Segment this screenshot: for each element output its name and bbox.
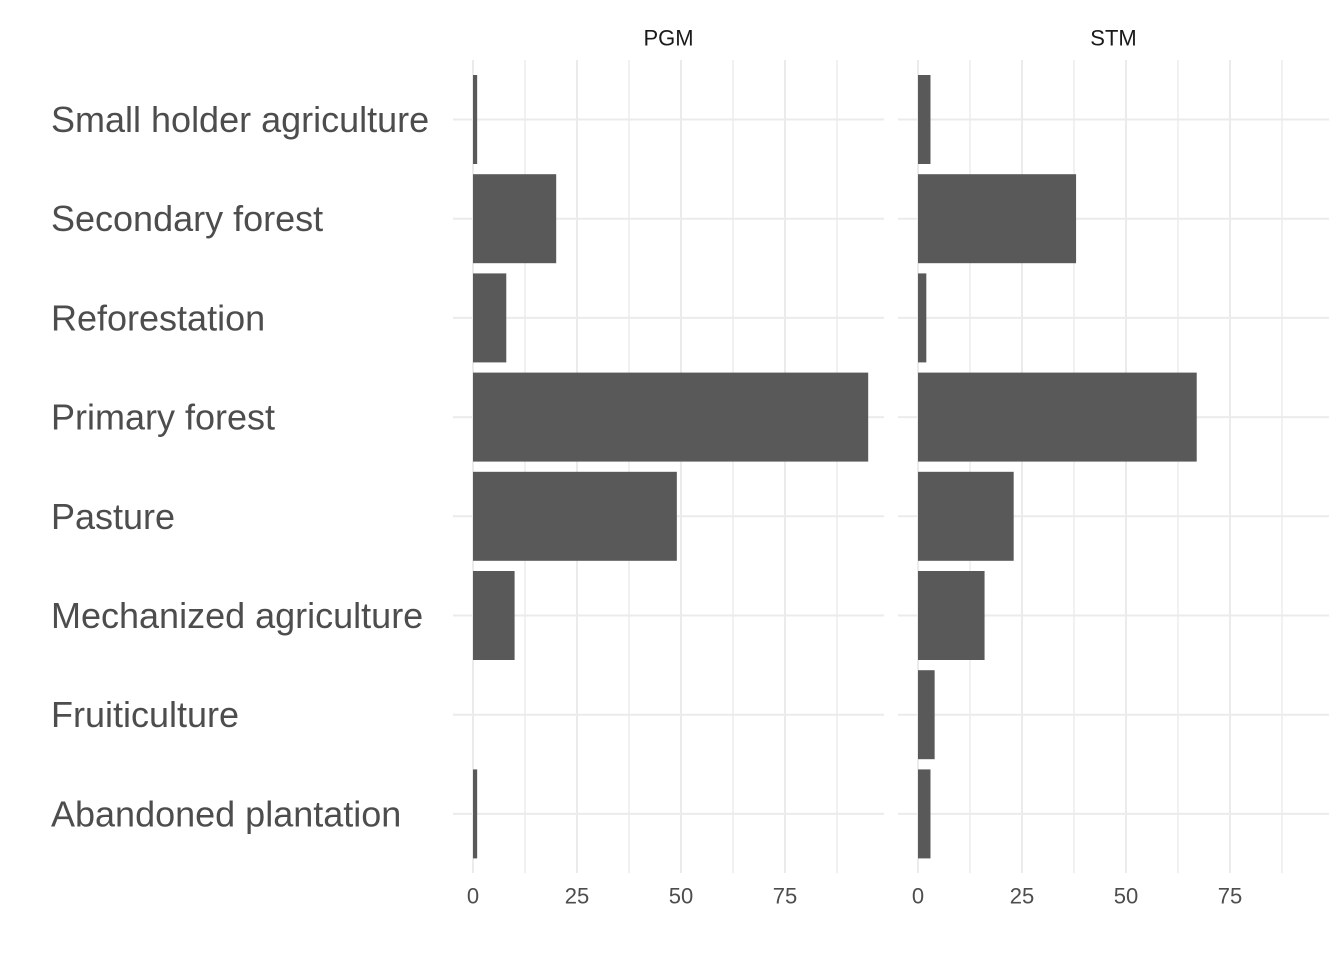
category-label-mechanized-agriculture: Mechanized agriculture [51,595,423,636]
bar-pgm-primary-forest [473,372,869,462]
x-tick-label-pgm-25: 25 [565,884,589,909]
category-label-fruiticulture: Fruiticulture [51,694,239,735]
x-tick-label-stm-75: 75 [1218,884,1242,909]
x-tick-label-stm-0: 0 [912,884,924,909]
x-tick-label-stm-50: 50 [1114,884,1138,909]
bar-stm-abandoned-plantation [918,769,931,859]
category-label-small-holder-agriculture: Small holder agriculture [51,99,429,140]
x-tick-label-stm-25: 25 [1010,884,1034,909]
bar-stm-secondary-forest [918,174,1077,264]
bar-stm-mechanized-agriculture [918,571,985,660]
bar-pgm-abandoned-plantation [473,769,478,859]
category-label-primary-forest: Primary forest [51,397,275,438]
bar-stm-small-holder-agriculture [918,75,931,164]
bar-stm-fruiticulture [918,670,935,760]
bar-pgm-mechanized-agriculture [473,571,515,660]
bar-layer [473,75,1197,859]
grid-layer [453,60,1329,873]
bar-stm-pasture [918,471,1014,561]
facet-title-stm: STM [1090,26,1136,51]
bar-pgm-secondary-forest [473,174,557,264]
x-tick-label-pgm-75: 75 [773,884,797,909]
category-label-secondary-forest: Secondary forest [51,198,323,239]
bar-pgm-reforestation [473,273,507,363]
x-tick-label-pgm-50: 50 [669,884,693,909]
category-label-pasture: Pasture [51,496,175,537]
x-tick-label-pgm-0: 0 [467,884,479,909]
bar-stm-primary-forest [918,372,1197,462]
bar-stm-reforestation [918,273,927,363]
label-layer: Small holder agriculture Secondary forest… [51,26,1242,909]
category-label-abandoned-plantation: Abandoned plantation [51,793,401,834]
category-label-reforestation: Reforestation [51,297,265,338]
bar-pgm-pasture [473,471,677,561]
facet-title-pgm: PGM [643,26,693,51]
bar-pgm-small-holder-agriculture [473,75,478,164]
